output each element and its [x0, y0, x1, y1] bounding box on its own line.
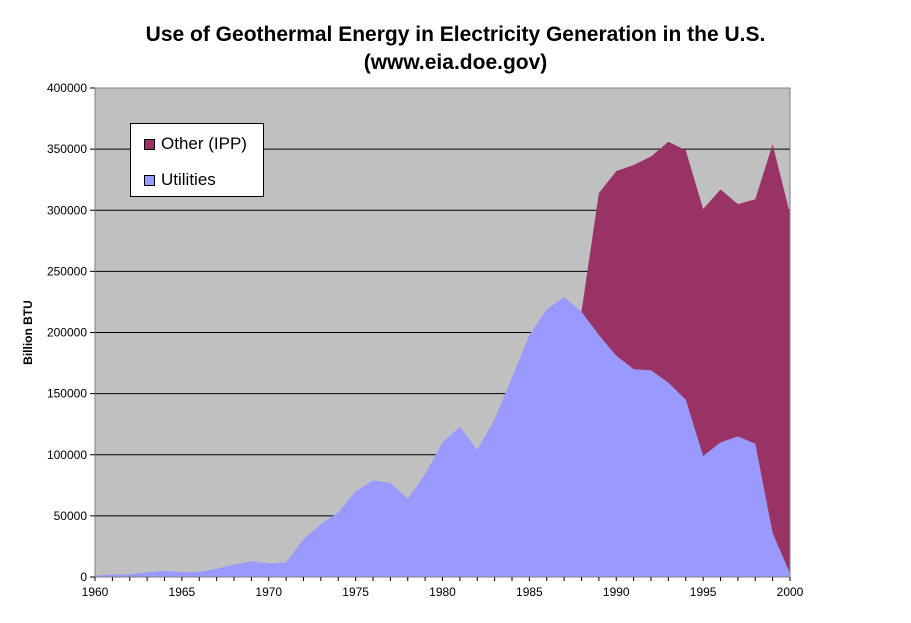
series-areas	[95, 141, 790, 577]
axes: 0 50000 100000 150000 200000 250000 300000 3500…	[47, 81, 804, 599]
x-tick-label: 1985	[516, 585, 543, 599]
legend: Other (IPP) Utilities	[130, 123, 264, 197]
area-other-ipp	[95, 141, 790, 576]
y-tick-label: 50000	[54, 509, 88, 523]
legend-label: Utilities	[161, 170, 216, 189]
y-tick-label: 300000	[47, 203, 87, 217]
x-tick-label: 1975	[342, 585, 369, 599]
area-utilities	[95, 297, 790, 577]
x-tick-label: 1990	[603, 585, 630, 599]
y-tick-label: 0	[80, 570, 87, 584]
x-tick-label: 2000	[777, 585, 804, 599]
legend-item-other-ipp: Other (IPP)	[144, 134, 247, 154]
y-axis-label: Billion BTU	[21, 300, 35, 365]
x-tick-label: 1965	[169, 585, 196, 599]
y-tick-label: 250000	[47, 264, 87, 278]
x-tick-label: 1970	[255, 585, 282, 599]
legend-swatch-other-ipp	[144, 138, 155, 150]
y-tick-label: 350000	[47, 142, 87, 156]
chart-title: Use of Geothermal Energy in Electricity …	[145, 23, 766, 46]
y-tick-label: 100000	[47, 448, 87, 462]
legend-swatch-utilities	[144, 174, 155, 186]
y-tick-label: 400000	[47, 81, 87, 95]
legend-item-utilities: Utilities	[144, 170, 216, 190]
x-tick-label: 1995	[690, 585, 717, 599]
y-tick-label: 200000	[47, 326, 87, 340]
x-tick-label: 1960	[82, 585, 109, 599]
legend-label: Other (IPP)	[161, 134, 247, 153]
y-tick-label: 150000	[47, 387, 87, 401]
chart-subtitle: (www.eia.doe.gov)	[363, 51, 548, 74]
x-tick-label: 1980	[429, 585, 456, 599]
